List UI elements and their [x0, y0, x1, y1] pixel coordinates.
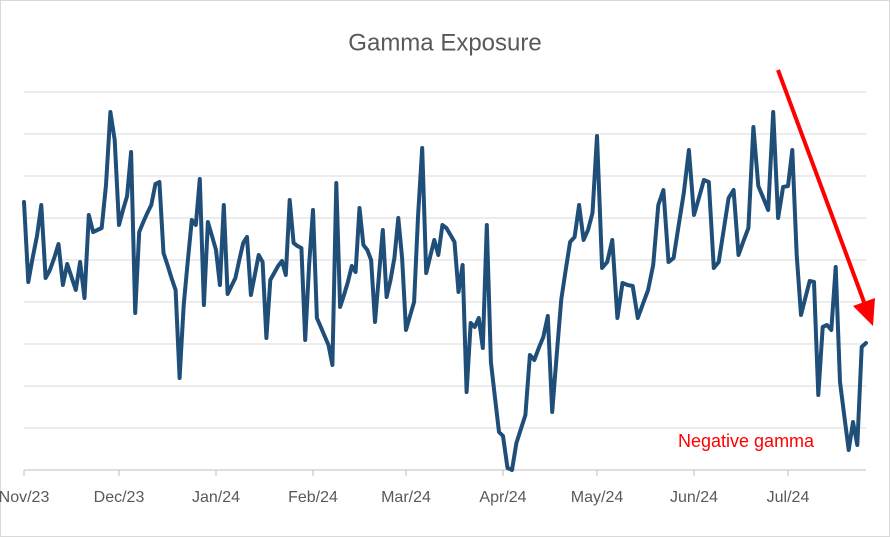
annotation: Negative gamma: [678, 431, 815, 451]
x-tick-label: May/24: [571, 489, 624, 506]
line-series: [22, 110, 868, 472]
x-tick-label: Nov/23: [0, 489, 49, 506]
x-tick-label: Apr/24: [479, 489, 526, 506]
x-tick-label: Dec/23: [94, 489, 145, 506]
x-tick-label: Jan/24: [192, 489, 240, 506]
chart-title: Gamma Exposure: [348, 29, 541, 56]
arrow-head: [853, 298, 875, 326]
x-tick-label: Mar/24: [381, 489, 431, 506]
plot-area: [22, 110, 868, 472]
x-tick-label: Jul/24: [767, 489, 810, 506]
arrow: [776, 69, 875, 326]
x-tick-label: Feb/24: [288, 489, 338, 506]
x-tick-label: Jun/24: [670, 489, 718, 506]
arrow-shaft: [776, 69, 866, 303]
